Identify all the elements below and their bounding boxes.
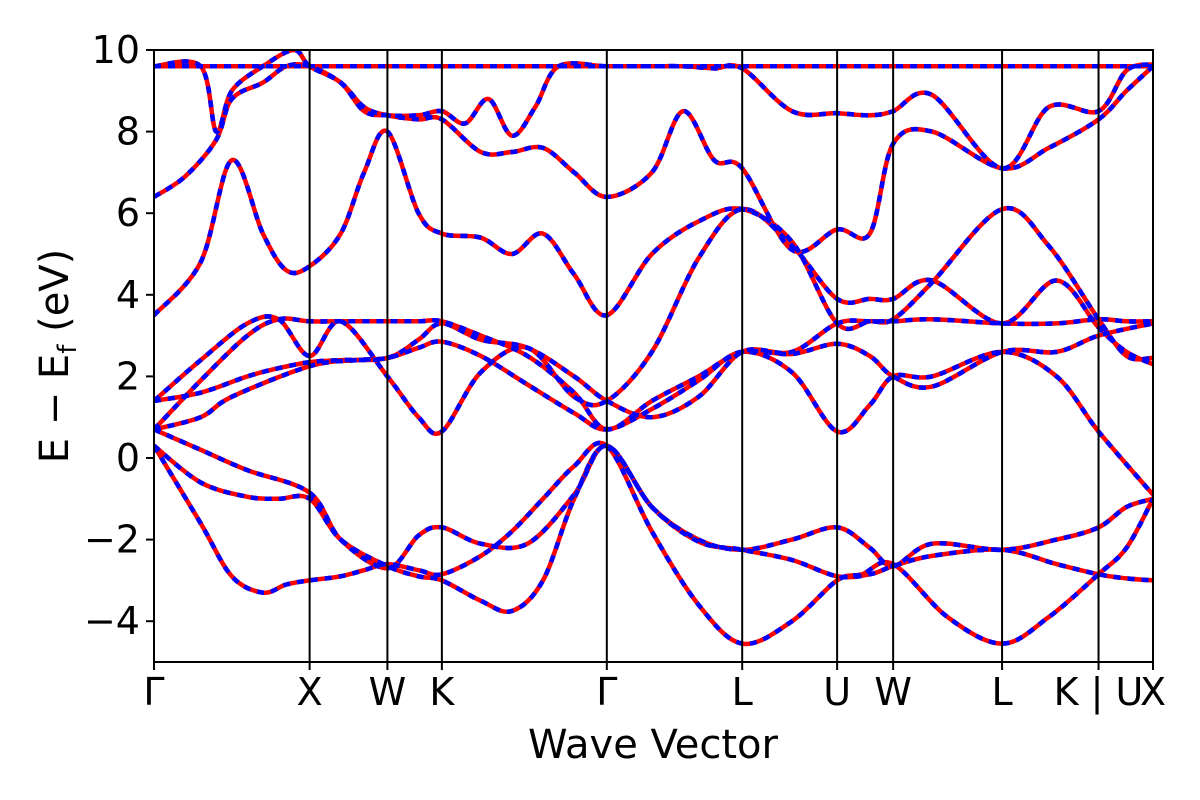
y-axis-title-sub: f (53, 344, 83, 354)
band-9-line (154, 62, 1153, 255)
x-tick-label-0: Γ (143, 670, 164, 714)
band-2-dash-overlay (154, 443, 1153, 614)
band-6-dash-overlay (154, 317, 1153, 420)
band-2-line (154, 443, 1153, 614)
y-tick-label-1: −2 (84, 518, 140, 562)
band-1-line (154, 440, 1153, 647)
x-tick-label-6: U (823, 670, 851, 714)
x-tick-label-2: W (369, 670, 407, 714)
y-tick-label-3: 2 (116, 354, 140, 398)
band-4-dash-overlay (154, 339, 1153, 497)
x-tick-label-10: X (1140, 670, 1166, 714)
x-tick-label-1: X (297, 670, 323, 714)
band-9-dash-overlay (154, 62, 1153, 255)
x-axis-title: Wave Vector (528, 722, 779, 768)
band-2-blue-dashed (154, 443, 1153, 614)
y-tick-label-0: −4 (84, 599, 140, 643)
band-3-line (154, 427, 1153, 583)
band-5-dash-overlay (154, 316, 1153, 432)
band-3-dash-overlay (154, 427, 1153, 583)
band-7-dash-overlay (154, 206, 1153, 436)
plot-frame (153, 49, 1154, 663)
y-tick-label-7: 10 (92, 28, 140, 72)
y-axis-ticks: −4 −2 0 2 4 6 8 10 (84, 28, 154, 643)
y-tick-label-6: 8 (116, 110, 140, 154)
x-tick-label-8: L (991, 670, 1012, 714)
band-1-blue-dashed (154, 440, 1153, 647)
band-5-blue-dashed (154, 316, 1153, 432)
y-tick-label-2: 0 (116, 436, 140, 480)
band-8-dash-overlay (154, 128, 1153, 362)
y-axis-title-main: E − E (32, 354, 78, 464)
x-tick-label-4: Γ (596, 670, 617, 714)
band-9-blue-dashed (154, 62, 1153, 255)
y-axis-title: E − Ef (eV) (32, 249, 83, 464)
k-point-lines (308, 50, 1100, 662)
y-axis-title-unit: (eV) (32, 249, 78, 345)
y-tick-label-5: 6 (116, 191, 140, 235)
band-5-line (154, 316, 1153, 432)
band-3-blue-dashed (154, 427, 1153, 583)
x-tick-label-7: W (874, 670, 912, 714)
bands-layer (154, 50, 1153, 647)
band-1-dash-overlay (154, 440, 1153, 647)
y-tick-label-4: 4 (116, 273, 140, 317)
x-tick-label-5: L (732, 670, 753, 714)
x-tick-label-9: K | U (1054, 670, 1144, 715)
x-tick-label-3: K (429, 670, 455, 714)
